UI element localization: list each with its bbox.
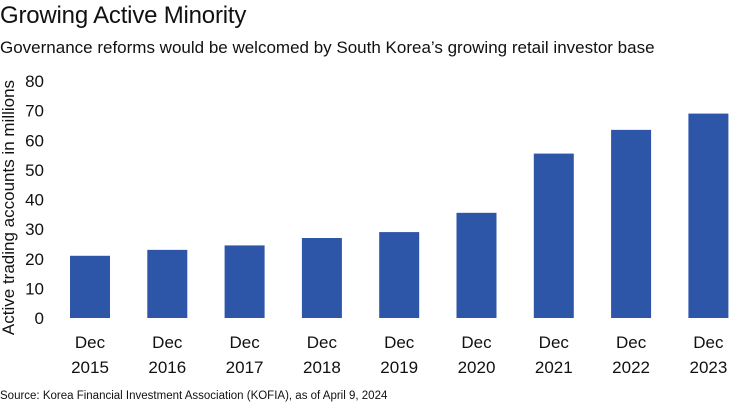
x-tick-label: Dec (384, 333, 415, 352)
source-note: Source: Korea Financial Investment Assoc… (0, 390, 388, 402)
x-tick-label: 2017 (226, 358, 264, 377)
bar (688, 113, 729, 319)
y-axis-label: Active trading accounts in millions (0, 80, 18, 335)
bar (224, 245, 265, 318)
y-tick-label: 60 (25, 131, 44, 150)
x-tick-label: Dec (693, 333, 724, 352)
x-tick-label: Dec (229, 333, 260, 352)
bar (301, 238, 342, 318)
x-tick-label: 2022 (612, 358, 650, 377)
x-tick-label: 2018 (303, 358, 341, 377)
chart-subtitle: Governance reforms would be welcomed by … (0, 38, 655, 57)
y-tick-label: 50 (25, 161, 44, 180)
bar-chart: Active trading accounts in millions 0 10 20… (0, 72, 729, 377)
bar (533, 153, 574, 318)
x-tick-label: 2023 (689, 358, 727, 377)
x-tick-label: 2020 (458, 358, 496, 377)
bar (456, 212, 497, 318)
bar (611, 129, 652, 318)
x-tick-label: Dec (616, 333, 647, 352)
y-axis: Active trading accounts in millions 0 10 20… (0, 72, 44, 335)
bar (379, 232, 420, 318)
x-tick-label: Dec (461, 333, 492, 352)
x-tick-label: 2016 (148, 358, 186, 377)
y-tick-label: 0 (35, 309, 44, 328)
y-tick-label: 70 (25, 102, 44, 121)
x-tick-label: Dec (152, 333, 183, 352)
x-tick-label: 2021 (535, 358, 573, 377)
x-tick-label: Dec (75, 333, 106, 352)
x-tick-label: 2019 (380, 358, 418, 377)
y-tick-label: 80 (25, 72, 44, 91)
x-tick-label: Dec (307, 333, 338, 352)
bars (70, 113, 729, 319)
x-tick-label: 2015 (71, 358, 109, 377)
bar (70, 255, 110, 318)
chart-title: Growing Active Minority (0, 2, 247, 29)
bar (147, 249, 188, 318)
x-tick-label: Dec (539, 333, 570, 352)
x-axis: Dec 2015 Dec 2016 Dec 2017 Dec 2018 Dec 2019 Dec 20… (71, 333, 727, 377)
y-tick-label: 40 (25, 191, 44, 210)
y-tick-label: 30 (25, 220, 44, 239)
y-tick-label: 20 (25, 250, 44, 269)
y-tick-label: 10 (25, 279, 44, 298)
